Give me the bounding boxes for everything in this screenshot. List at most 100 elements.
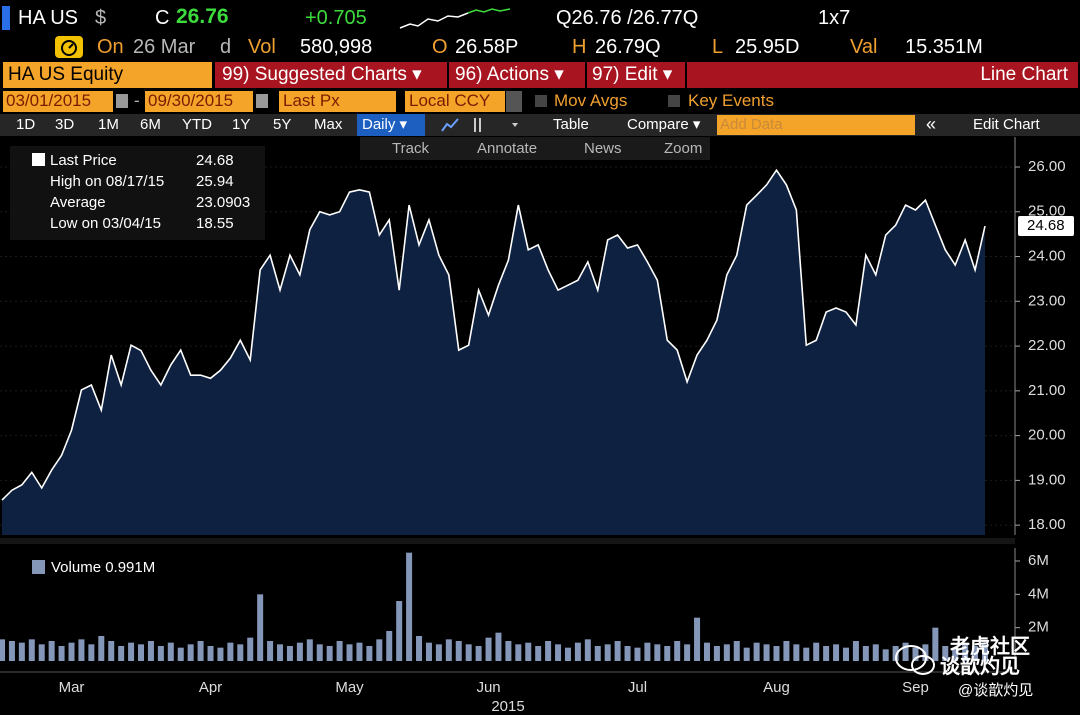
checkbox[interactable] bbox=[668, 95, 680, 107]
volume-bar bbox=[962, 642, 969, 661]
volume-bar bbox=[118, 646, 125, 661]
volume-bar bbox=[416, 636, 423, 661]
end-box[interactable] bbox=[145, 91, 253, 112]
range-button[interactable]: 1D bbox=[16, 116, 36, 133]
y-tick-label: 6M bbox=[1028, 552, 1049, 569]
volume-bar bbox=[574, 642, 581, 661]
vol-label: Vol bbox=[248, 36, 276, 58]
table-button[interactable]: Table bbox=[553, 116, 589, 133]
volume-bar bbox=[743, 647, 750, 661]
last-price-tag bbox=[1018, 216, 1074, 236]
field-box[interactable] bbox=[279, 91, 396, 112]
d-label: d bbox=[220, 36, 232, 58]
period[interactable]: Daily ▾ bbox=[362, 116, 408, 133]
volume-bar bbox=[58, 646, 65, 661]
checkbox[interactable] bbox=[535, 95, 547, 107]
legend-label: Last Price bbox=[50, 152, 117, 169]
sparkline-white bbox=[399, 12, 469, 29]
ccy-box[interactable] bbox=[405, 91, 505, 112]
security-box[interactable] bbox=[3, 62, 212, 88]
volume-swatch bbox=[32, 560, 45, 574]
volume-bar bbox=[912, 647, 919, 661]
tool-news[interactable]: News bbox=[584, 140, 622, 157]
volume-bar bbox=[316, 644, 323, 661]
volume-bar bbox=[455, 641, 462, 661]
range-button[interactable]: 6M bbox=[140, 116, 161, 133]
volume-bar bbox=[306, 639, 313, 661]
volume-bar bbox=[247, 637, 254, 661]
add-data[interactable]: Add Data bbox=[720, 116, 783, 133]
field[interactable]: Last Px bbox=[283, 91, 340, 110]
ccy[interactable]: Local CCY bbox=[409, 91, 491, 110]
security[interactable]: HA US Equity bbox=[8, 64, 124, 85]
volume-bar bbox=[277, 644, 284, 661]
quote-size: 1x7 bbox=[818, 7, 851, 29]
volume-bar bbox=[147, 641, 154, 661]
last-price-tag-label: 24.68 bbox=[1027, 217, 1065, 234]
volume-bar bbox=[108, 641, 115, 661]
start-box[interactable] bbox=[3, 91, 113, 112]
add-data-box[interactable] bbox=[717, 115, 915, 135]
ccy-dropdown[interactable] bbox=[506, 91, 522, 112]
high-label: H bbox=[572, 36, 587, 58]
volume-bar bbox=[376, 639, 383, 661]
volume-bar bbox=[972, 646, 979, 661]
open: 26.58P bbox=[455, 36, 519, 58]
menu-divider bbox=[447, 62, 449, 88]
volume-bar bbox=[763, 644, 770, 661]
open-label: O bbox=[432, 36, 448, 58]
bubble bbox=[895, 645, 927, 671]
volume-bar bbox=[982, 644, 988, 661]
range-button[interactable]: Max bbox=[314, 116, 343, 133]
menu-actions[interactable]: 96) Actions ▾ bbox=[455, 64, 564, 85]
dropdown-icon[interactable] bbox=[512, 123, 518, 127]
mov-avgs[interactable]: Mov Avgs bbox=[554, 91, 628, 110]
watermark-brand: 老虎社区 bbox=[950, 636, 1030, 658]
volume-bar bbox=[396, 601, 403, 661]
volume-bar bbox=[644, 642, 651, 661]
y-tick-label: 24.00 bbox=[1028, 248, 1066, 265]
edit-chart[interactable]: Edit Chart bbox=[973, 116, 1040, 133]
range-button[interactable]: 3D bbox=[55, 116, 75, 133]
volume-bar bbox=[862, 646, 869, 661]
volume-bar bbox=[674, 641, 681, 661]
volume-bar bbox=[445, 639, 452, 661]
ticker-marker bbox=[2, 6, 10, 30]
date-dash: - bbox=[134, 91, 140, 110]
volume-bar bbox=[753, 642, 760, 661]
volume-bar bbox=[584, 639, 591, 661]
x-tick-label: Mar bbox=[59, 679, 85, 696]
volume-bar bbox=[823, 646, 830, 661]
line-icon[interactable] bbox=[441, 118, 459, 132]
calendar-icon[interactable] bbox=[256, 94, 268, 108]
compare-button[interactable]: Compare ▾ bbox=[627, 116, 701, 133]
calendar-icon[interactable] bbox=[116, 94, 128, 108]
range-button[interactable]: 1M bbox=[98, 116, 119, 133]
start-date[interactable]: 03/01/2015 bbox=[6, 91, 92, 110]
menu-edit[interactable]: 97) Edit ▾ bbox=[592, 64, 673, 85]
collapse[interactable]: « bbox=[926, 114, 937, 134]
ticker: HA US bbox=[18, 7, 79, 29]
legend-swatch bbox=[32, 153, 45, 166]
tool-zoom[interactable]: Zoom bbox=[664, 140, 703, 157]
y-tick-label: 23.00 bbox=[1028, 292, 1066, 309]
close-price: 26.76 bbox=[176, 5, 229, 28]
volume-bar bbox=[406, 552, 413, 661]
volume-bar bbox=[813, 642, 820, 661]
period-box[interactable] bbox=[357, 114, 425, 136]
toolbar-icons[interactable] bbox=[440, 115, 520, 135]
tool-annotate[interactable]: Annotate bbox=[477, 140, 538, 157]
range-button[interactable]: 1Y bbox=[232, 116, 251, 133]
volume-bar bbox=[614, 641, 621, 661]
range-button[interactable]: YTD bbox=[182, 116, 212, 133]
menu-suggested[interactable]: 99) Suggested Charts ▾ bbox=[222, 64, 422, 85]
x-tick-label: Jul bbox=[628, 679, 647, 696]
bubble bbox=[911, 655, 935, 675]
end-date[interactable]: 09/30/2015 bbox=[148, 91, 234, 110]
x-axis-label: 2015 bbox=[491, 698, 524, 715]
tool-track[interactable]: Track bbox=[392, 140, 429, 157]
volume-bar bbox=[128, 642, 135, 661]
key-events[interactable]: Key Events bbox=[688, 91, 774, 110]
range-button[interactable]: 5Y bbox=[273, 116, 292, 133]
